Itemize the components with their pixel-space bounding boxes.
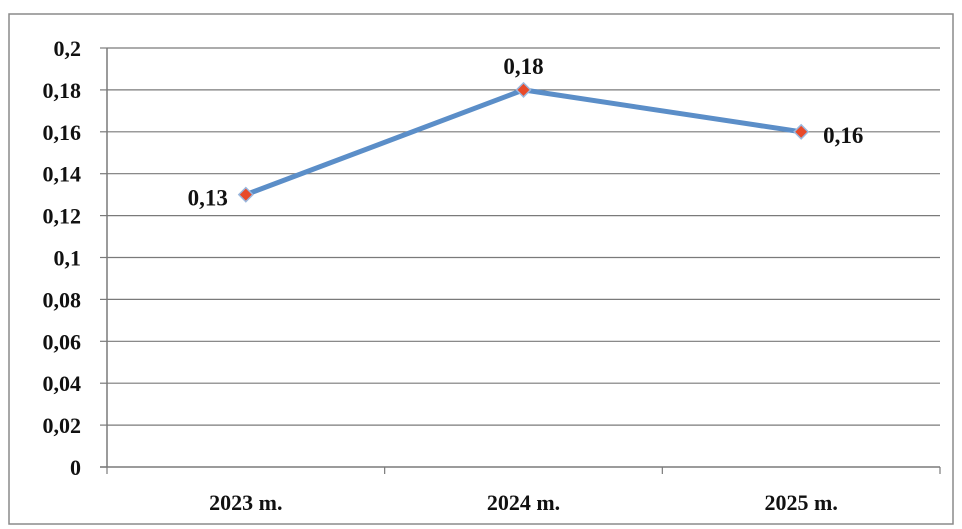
y-tick-label: 0,06	[43, 329, 82, 354]
y-tick-label: 0	[70, 455, 81, 480]
data-point-marker	[237, 186, 254, 203]
data-point-marker	[793, 123, 810, 140]
x-tick-label: 2024 m.	[487, 490, 560, 515]
x-tick-label: 2025 m.	[765, 490, 838, 515]
y-tick-label: 0,02	[43, 413, 82, 438]
y-tick-label: 0,18	[43, 78, 82, 103]
data-label: 0,18	[503, 54, 543, 79]
data-label: 0,13	[188, 186, 228, 211]
x-tick-label: 2023 m.	[209, 490, 282, 515]
y-tick-label: 0,14	[43, 162, 82, 187]
axes	[100, 47, 941, 474]
y-tick-label: 0,08	[43, 287, 82, 312]
data-label: 0,16	[823, 123, 863, 148]
x-axis-tick-labels: 2023 m. 2024 m. 2025 m.	[209, 490, 838, 515]
y-tick-label: 0,12	[43, 204, 82, 229]
y-tick-label: 0,2	[54, 36, 82, 61]
chart-border	[8, 13, 954, 525]
markers	[237, 81, 810, 203]
y-tick-label: 0,16	[43, 120, 82, 145]
y-axis-tick-labels: 0 0,02 0,04 0,06 0,08 0,1 0,12 0,14 0,16 0,18 0,2	[43, 36, 82, 480]
data-point-marker	[515, 81, 532, 98]
y-tick-label: 0,04	[43, 371, 82, 396]
y-tick-label: 0,1	[54, 246, 82, 271]
data-labels: 0,13 0,18 0,16	[188, 54, 864, 211]
